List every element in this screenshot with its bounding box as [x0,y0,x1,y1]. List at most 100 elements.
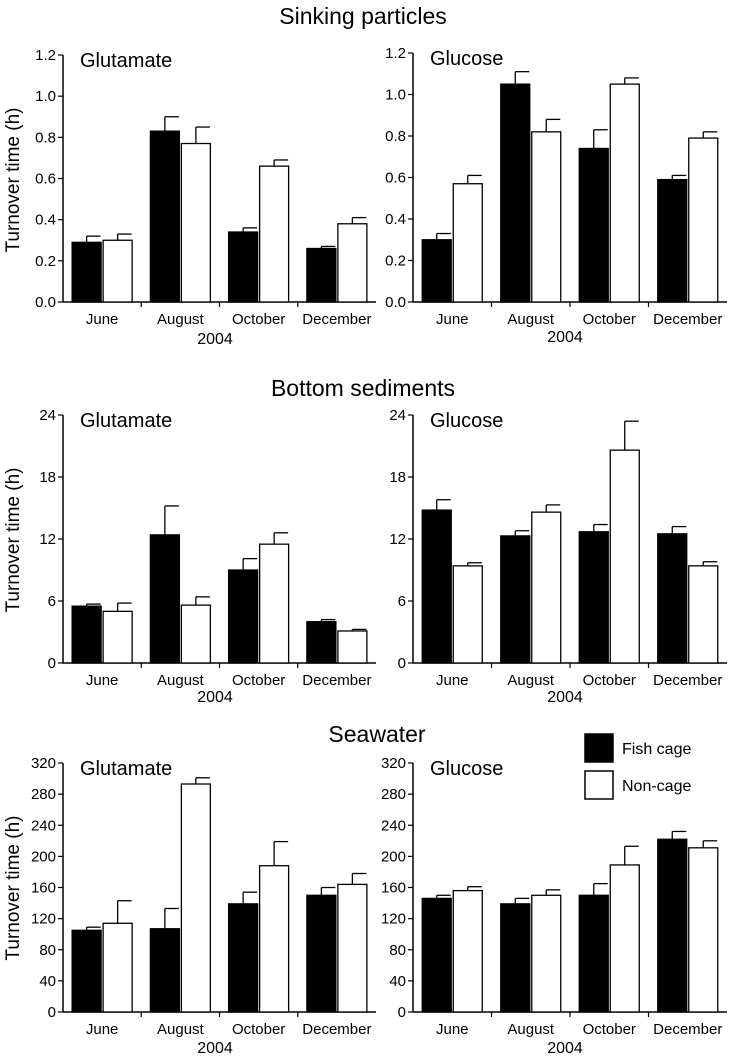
bar-non-cage [452,565,483,664]
y-tick-label: 24 [389,407,406,424]
bar-non-cage [180,604,212,664]
legend: Fish cage Non-cage [584,733,691,800]
chart-panels: 0.0 0.2 0.4 0.6 0.8 1.0 1.2 June August October De… [31,45,727,1038]
bar-non-cage [531,131,562,303]
bar-non-cage [180,783,212,1013]
y-tick-label: 240 [381,817,406,834]
x-tick-label: December [653,672,722,689]
bar-fish-cage [306,894,337,1013]
row-title-bottom-sediments: Bottom sediments [271,375,455,401]
year-label-row-1-right: 2004 [547,329,583,346]
y-tick-label: 80 [39,942,56,959]
bar-non-cage [337,630,368,664]
x-tick-label: August [157,672,205,689]
x-tick-label: June [86,1021,119,1038]
bar-fish-cage [657,178,688,303]
bar-non-cage [337,223,368,303]
bar-fish-cage [306,621,337,664]
y-tick-label: 0 [48,655,56,672]
bar-non-cage [688,137,719,303]
y-axis-label-row-2: Turnover time (h) [3,468,24,613]
y-tick-label: 6 [48,593,56,610]
y-tick-label: 18 [39,469,56,486]
y-tick-label: 12 [389,531,406,548]
y-tick-label: 6 [398,593,406,610]
chart-panel-6: 0 40 80 120 160 200 240 280 320 June August October… [381,755,727,1038]
bar-non-cage [688,847,719,1013]
bar-fish-cage [227,231,259,303]
x-tick-label: August [507,672,555,689]
legend-swatch-non-cage [584,770,614,800]
x-tick-label: October [232,672,285,689]
bar-fish-cage [421,239,452,303]
x-tick-label: December [653,1021,722,1038]
legend-label-fish-cage: Fish cage [622,741,691,758]
panel-title-glutamate: Glutamate [80,758,172,780]
y-tick-label: 160 [381,880,406,897]
x-tick-label: June [86,311,119,328]
y-tick-label: 200 [31,848,56,865]
y-tick-label: 1.0 [35,88,56,105]
year-label-row-2-left: 2004 [197,689,233,706]
bar-fish-cage [306,247,337,303]
x-tick-label: October [232,311,285,328]
y-tick-label: 40 [39,973,56,990]
bar-non-cage [452,183,483,303]
y-axis-label-row-1: Turnover time (h) [3,108,24,253]
bar-non-cage [452,889,483,1013]
bar-fish-cage [227,569,259,664]
x-tick-label: October [232,1021,285,1038]
bar-non-cage [102,239,133,303]
y-tick-label: 1.2 [385,45,406,62]
x-tick-label: December [302,311,371,328]
y-tick-label: 12 [39,531,56,548]
chart-panel-2: 0.0 0.2 0.4 0.6 0.8 1.0 1.2 June August October De… [385,45,727,328]
bar-fish-cage [227,903,259,1013]
year-label-row-3-left: 2004 [197,1040,233,1057]
x-tick-label: October [583,1021,636,1038]
y-tick-label: 120 [31,911,56,928]
y-tick-label: 280 [31,786,56,803]
y-tick-label: 0 [48,1004,56,1021]
y-tick-label: 0.4 [385,211,406,228]
bar-fish-cage [657,838,688,1013]
y-tick-label: 0.2 [385,253,406,270]
y-tick-label: 18 [389,469,406,486]
x-tick-label: August [507,1021,555,1038]
bar-non-cage [609,449,640,664]
x-tick-label: June [436,672,469,689]
y-tick-label: 320 [31,755,56,772]
bar-non-cage [258,165,290,303]
bar-fish-cage [500,903,531,1013]
bar-non-cage [102,922,133,1013]
panel-title-glucose: Glucose [430,758,503,780]
legend-swatch-fish-cage [584,733,614,763]
x-tick-label: October [583,311,636,328]
bar-non-cage [337,883,368,1013]
bar-fish-cage [500,83,531,303]
year-label-row-1-left: 2004 [197,331,233,348]
y-tick-label: 0.6 [35,171,56,188]
x-tick-label: October [583,672,636,689]
bar-fish-cage [71,241,102,303]
bar-fish-cage [421,509,452,664]
bar-fish-cage [500,535,531,664]
y-tick-label: 160 [31,880,56,897]
y-axis-label-row-3: Turnover time (h) [3,816,24,961]
chart-panel-1: 0.0 0.2 0.4 0.6 0.8 1.0 1.2 June August October De… [35,47,376,328]
y-tick-label: 80 [389,942,406,959]
y-tick-label: 200 [381,848,406,865]
x-tick-label: June [436,1021,469,1038]
y-tick-label: 0 [398,1004,406,1021]
y-tick-label: 320 [381,755,406,772]
panel-title-glutamate: Glutamate [80,410,172,432]
bar-fish-cage [657,533,688,664]
y-tick-label: 0.8 [35,129,56,146]
bar-fish-cage [71,929,102,1013]
bar-non-cage [609,83,640,303]
bar-fish-cage [149,928,181,1013]
x-tick-label: August [507,311,555,328]
bar-non-cage [688,565,719,664]
x-tick-label: December [302,672,371,689]
x-tick-label: August [157,311,205,328]
